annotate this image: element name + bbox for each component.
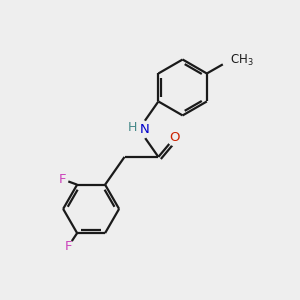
- Text: O: O: [169, 131, 180, 144]
- Text: N: N: [140, 123, 149, 136]
- Text: H: H: [128, 121, 137, 134]
- Text: CH$_3$: CH$_3$: [230, 53, 253, 68]
- Text: F: F: [59, 173, 66, 186]
- Text: F: F: [65, 240, 73, 253]
